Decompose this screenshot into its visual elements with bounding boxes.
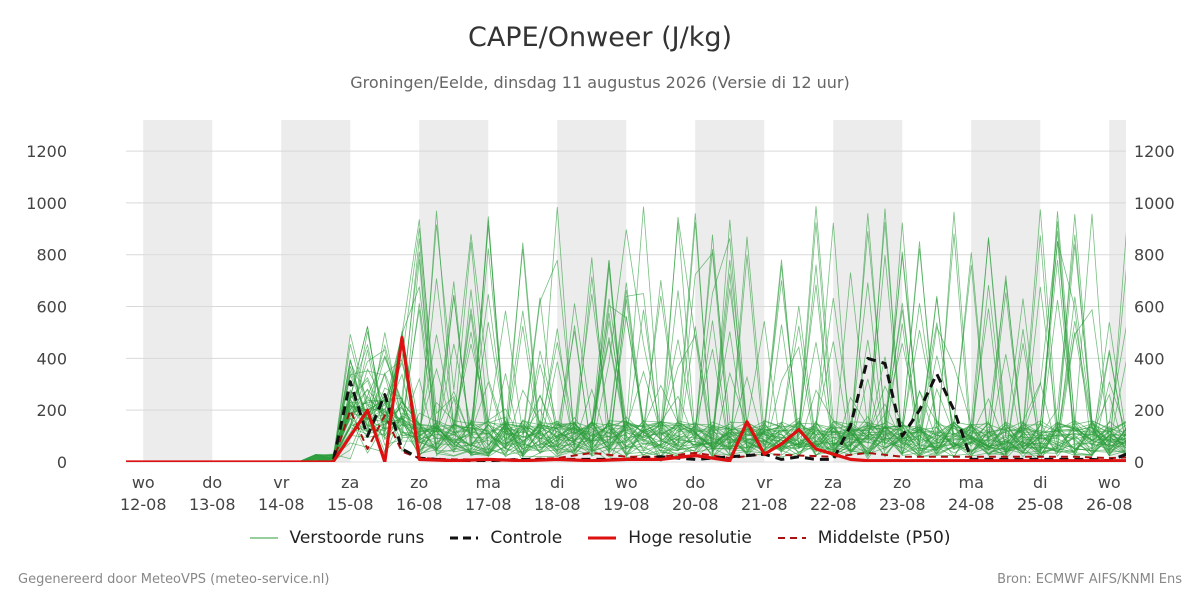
x-tick-label-date: 22-08 xyxy=(810,495,857,514)
y-tick-label-left: 800 xyxy=(36,246,67,265)
y-tick-label-left: 600 xyxy=(36,298,67,317)
x-tick-label-day: di xyxy=(550,473,565,492)
x-tick-label-day: zo xyxy=(410,473,428,492)
x-tick-label-date: 12-08 xyxy=(120,495,167,514)
ensemble-member-line xyxy=(126,334,1126,462)
legend-swatch-control xyxy=(450,536,479,540)
legend: Verstoorde runs Controle Hoge resolutie … xyxy=(0,528,1200,548)
x-tick-label-day: za xyxy=(341,473,359,492)
legend-item-control: Controle xyxy=(450,528,562,548)
x-tick-label-date: 26-08 xyxy=(1086,495,1133,514)
y-tick-label-right: 200 xyxy=(1134,401,1165,420)
x-tick-label-date: 16-08 xyxy=(396,495,443,514)
day-shade-band xyxy=(833,120,903,462)
legend-label-control: Controle xyxy=(490,528,563,548)
ensemble-member-line xyxy=(126,208,1126,462)
legend-label-hires: Hoge resolutie xyxy=(628,528,752,548)
legend-item-ensemble: Verstoorde runs xyxy=(249,528,425,548)
ensemble-member-line xyxy=(126,219,1126,462)
y-tick-label-right: 1200 xyxy=(1134,142,1175,161)
y-tick-label-right: 600 xyxy=(1134,298,1165,317)
x-tick-label-date: 13-08 xyxy=(189,495,236,514)
legend-item-median: Middelste (P50) xyxy=(777,528,951,548)
y-tick-label-right: 1000 xyxy=(1134,194,1175,213)
x-tick-label-day: wo xyxy=(132,473,155,492)
ensemble-member-line xyxy=(126,206,1126,462)
footer-source: Bron: ECMWF AIFS/KNMI Ens xyxy=(997,572,1182,587)
y-tick-label-right: 0 xyxy=(1134,453,1144,472)
hires-line xyxy=(126,336,1126,462)
footer-generator: Gegenereerd door MeteoVPS (meteo-service… xyxy=(18,572,330,587)
ensemble-member-line xyxy=(126,289,1126,462)
legend-label-median: Middelste (P50) xyxy=(817,528,951,548)
x-tick-label-date: 15-08 xyxy=(327,495,374,514)
ensemble-member-line xyxy=(126,241,1126,462)
x-tick-label-day: di xyxy=(1033,473,1048,492)
y-tick-label-left: 1200 xyxy=(26,142,67,161)
x-tick-label-date: 21-08 xyxy=(741,495,788,514)
legend-item-hires: Hoge resolutie xyxy=(588,528,752,548)
ensemble-member-line xyxy=(126,209,1126,462)
y-tick-label-left: 1000 xyxy=(26,194,67,213)
chart-title: CAPE/Onweer (J/kg) xyxy=(467,22,732,53)
y-tick-label-left: 400 xyxy=(36,349,67,368)
ensemble-member-line xyxy=(126,300,1126,462)
ensemble-member-line xyxy=(126,236,1126,462)
y-tick-label-right: 400 xyxy=(1134,349,1165,368)
ensemble-member-line xyxy=(126,233,1126,462)
x-tick-label-day: ma xyxy=(476,473,501,492)
x-tick-label-date: 23-08 xyxy=(879,495,926,514)
x-tick-label-date: 14-08 xyxy=(258,495,305,514)
ensemble-member-line xyxy=(126,231,1126,462)
x-tick-label-date: 25-08 xyxy=(1017,495,1064,514)
x-tick-label-date: 17-08 xyxy=(465,495,512,514)
x-tick-label-day: zo xyxy=(893,473,911,492)
legend-label-ensemble: Verstoorde runs xyxy=(289,528,425,548)
chart-subtitle: Groningen/Eelde, dinsdag 11 augustus 202… xyxy=(350,73,850,92)
x-tick-label-day: vr xyxy=(273,473,289,492)
x-tick-label-day: vr xyxy=(756,473,772,492)
y-tick-label-right: 800 xyxy=(1134,246,1165,265)
cape-chart: 0 0 200 200 400 400 600 600 800 800 1000 1000 1200 12… xyxy=(26,120,1175,514)
x-tick-label-day: ma xyxy=(959,473,984,492)
ensemble-member-line xyxy=(126,251,1126,462)
x-tick-label-date: 18-08 xyxy=(534,495,581,514)
ensemble-member-line xyxy=(126,213,1126,462)
x-tick-label-day: wo xyxy=(1098,473,1121,492)
x-tick-label-date: 24-08 xyxy=(948,495,995,514)
legend-swatch-ensemble xyxy=(249,537,278,539)
x-tick-label-day: do xyxy=(202,473,222,492)
day-shade-band xyxy=(557,120,627,462)
x-tick-label-day: wo xyxy=(615,473,638,492)
x-tick-label-date: 20-08 xyxy=(672,495,719,514)
y-tick-label-left: 200 xyxy=(36,401,67,420)
y-tick-label-left: 0 xyxy=(57,453,67,472)
legend-swatch-median xyxy=(777,537,806,539)
ensemble-member-line xyxy=(126,344,1126,462)
x-tick-label-date: 19-08 xyxy=(603,495,650,514)
x-tick-label-day: za xyxy=(824,473,842,492)
legend-swatch-hires xyxy=(588,536,617,540)
day-shade-band xyxy=(971,120,1041,462)
day-shade-band xyxy=(143,120,213,462)
ensemble-member-line xyxy=(126,224,1126,462)
x-tick-label-day: do xyxy=(685,473,705,492)
median-line xyxy=(126,409,1126,462)
ensemble-member-line xyxy=(126,211,1126,462)
day-shade-band xyxy=(281,120,351,462)
